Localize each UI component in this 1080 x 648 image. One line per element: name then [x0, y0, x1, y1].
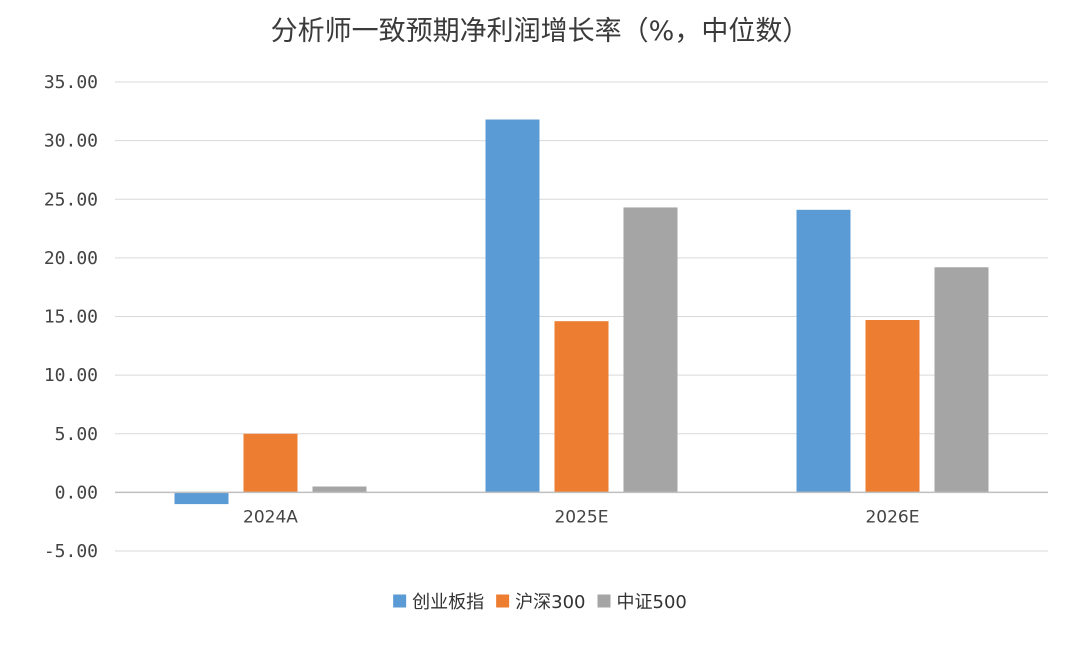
legend-label: 中证500	[617, 592, 687, 613]
legend-swatch	[496, 594, 510, 608]
y-tick-label: 0.00	[55, 482, 98, 503]
bar-2024A-2	[312, 486, 367, 493]
y-axis-ticks: -5.00 0.00 5.00 10.00 15.00 20.00 25.00 30.00 35…	[44, 72, 98, 562]
x-tick-label: 2025E	[554, 507, 608, 527]
legend-item: 中证500	[597, 592, 687, 613]
y-tick-label: 30.00	[44, 131, 98, 152]
bar-2025E-0	[485, 119, 540, 493]
x-tick-label: 2024A	[243, 507, 298, 527]
bar-2026E-0	[796, 209, 851, 493]
y-tick-label: 25.00	[44, 189, 98, 210]
legend-item: 创业板指	[393, 592, 484, 613]
bar-2025E-1	[554, 321, 609, 493]
y-tick-label: -5.00	[44, 541, 98, 562]
y-tick-label: 20.00	[44, 248, 98, 269]
x-tick-label: 2026E	[865, 507, 919, 527]
bar-2026E-1	[865, 320, 920, 493]
bar-2024A-1	[243, 433, 298, 493]
bar-2025E-2	[623, 207, 678, 493]
y-tick-label: 5.00	[55, 424, 98, 445]
legend-swatch	[597, 594, 611, 608]
legend: 创业板指 沪深300 中证500	[393, 592, 687, 613]
legend-label: 创业板指	[412, 592, 484, 613]
y-tick-label: 35.00	[44, 72, 98, 93]
bar-2024A-0	[174, 492, 229, 505]
x-axis-ticks: 2024A 2025E 2026E	[243, 507, 919, 527]
y-tick-label: 10.00	[44, 365, 98, 386]
bars	[174, 119, 989, 505]
y-tick-label: 15.00	[44, 307, 98, 328]
legend-item: 沪深300	[496, 592, 586, 613]
chart-title: 分析师一致预期净利润增长率（%，中位数）	[271, 16, 810, 47]
bar-2026E-2	[934, 267, 989, 493]
legend-swatch	[393, 594, 407, 608]
legend-label: 沪深300	[515, 592, 585, 613]
